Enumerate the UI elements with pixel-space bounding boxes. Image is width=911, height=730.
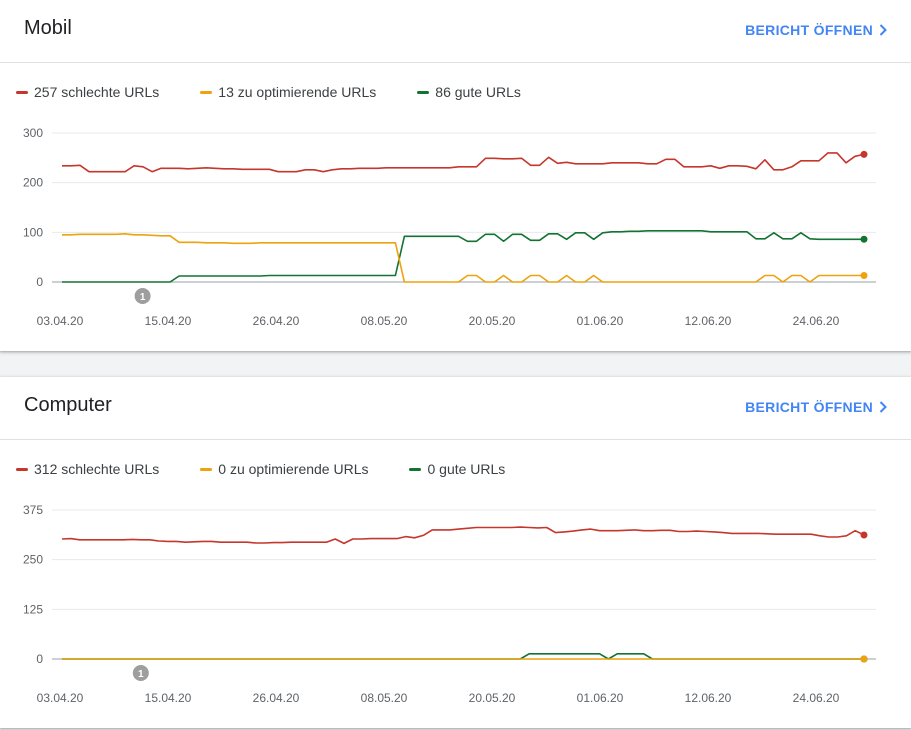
x-tick-label: 24.06.20: [793, 314, 840, 328]
x-tick-label: 20.05.20: [469, 691, 516, 705]
x-tick-label: 08.05.20: [361, 314, 408, 328]
x-tick-label: 12.06.20: [685, 314, 732, 328]
computer-card: Computer BERICHT ÖFFNEN 312 schlechte UR…: [0, 377, 911, 728]
legend-bad-label: 257 schlechte URLs: [34, 84, 160, 100]
legend-good-label: 0 gute URLs: [427, 461, 506, 477]
y-tick-label: 125: [23, 602, 43, 616]
x-tick-label: 24.06.20: [793, 691, 840, 705]
chevron-right-icon: [879, 401, 887, 413]
legend-good-label: 86 gute URLs: [435, 84, 521, 100]
mobile-card: Mobil BERICHT ÖFFNEN 257 schlechte URLs …: [0, 0, 911, 351]
x-tick-label: 03.04.20: [37, 691, 84, 705]
y-tick-label: 200: [23, 176, 43, 190]
y-tick-label: 300: [23, 126, 43, 140]
series-endpoint-bad[interactable]: [860, 531, 868, 539]
legend-needs-improvement-urls[interactable]: 0 zu optimierende URLs: [200, 461, 368, 477]
mobile-card-title: Mobil: [24, 17, 72, 39]
x-tick-label: 15.04.20: [145, 314, 192, 328]
y-tick-label: 100: [23, 225, 43, 239]
series-line-good[interactable]: [62, 230, 864, 283]
annotation-marker[interactable]: [134, 288, 151, 304]
x-tick-label: 01.06.20: [577, 314, 624, 328]
series-line-needs[interactable]: [62, 233, 864, 283]
y-tick-label: 375: [23, 503, 43, 517]
y-tick-label: 0: [36, 652, 43, 666]
annotation-label: 1: [138, 669, 144, 680]
computer-legend: 312 schlechte URLs 0 zu optimierende URL…: [16, 461, 546, 477]
x-tick-label: 01.06.20: [577, 691, 624, 705]
x-tick-label: 26.04.20: [253, 691, 300, 705]
legend-needs-label: 13 zu optimierende URLs: [218, 84, 377, 100]
computer-card-header: Computer BERICHT ÖFFNEN: [0, 377, 911, 440]
y-tick-label: 0: [36, 275, 43, 289]
annotation-marker[interactable]: [132, 665, 149, 681]
series-line-bad[interactable]: [61, 526, 865, 545]
legend-needs-improvement-urls[interactable]: 13 zu optimierende URLs: [200, 84, 376, 100]
x-tick-label: 08.05.20: [361, 691, 408, 705]
computer-open-report-link[interactable]: BERICHT ÖFFNEN: [745, 399, 887, 415]
series-endpoint-needs[interactable]: [860, 655, 868, 663]
y-tick-label: 250: [23, 553, 43, 567]
chevron-right-icon: [879, 24, 887, 36]
x-tick-label: 12.06.20: [685, 691, 732, 705]
legend-good-swatch: [409, 467, 422, 471]
legend-bad-swatch: [16, 90, 28, 94]
computer-open-report-label: BERICHT ÖFFNEN: [745, 399, 873, 415]
mobile-open-report-link[interactable]: BERICHT ÖFFNEN: [745, 22, 887, 38]
legend-bad-urls[interactable]: 257 schlechte URLs: [16, 84, 159, 100]
x-tick-label: 20.05.20: [469, 314, 516, 328]
mobile-open-report-label: BERICHT ÖFFNEN: [745, 22, 873, 38]
x-tick-label: 15.04.20: [145, 691, 192, 705]
legend-bad-urls[interactable]: 312 schlechte URLs: [16, 461, 159, 477]
x-tick-label: 03.04.20: [37, 314, 84, 328]
mobile-chart[interactable]: 300 200 100 0 03.04.20 15.04.20 26.04.20 08.05.…: [0, 112, 911, 337]
x-tick-label: 26.04.20: [253, 314, 300, 328]
legend-needs-swatch: [200, 90, 213, 94]
computer-chart[interactable]: 375 250 125 0 03.04.20 15.04.20 26.04.20 08.05.…: [0, 489, 911, 714]
series-endpoint-good[interactable]: [860, 235, 868, 243]
mobile-legend: 257 schlechte URLs 13 zu optimierende UR…: [16, 84, 562, 100]
series-line-bad[interactable]: [62, 152, 865, 173]
series-endpoint-needs[interactable]: [860, 272, 868, 280]
legend-needs-swatch: [200, 467, 213, 471]
legend-good-urls[interactable]: 86 gute URLs: [417, 84, 521, 100]
legend-bad-label: 312 schlechte URLs: [34, 461, 160, 477]
mobile-card-header: Mobil BERICHT ÖFFNEN: [0, 0, 911, 63]
legend-needs-label: 0 zu optimierende URLs: [218, 461, 369, 477]
legend-good-swatch: [417, 90, 430, 94]
legend-good-urls[interactable]: 0 gute URLs: [409, 461, 505, 477]
legend-bad-swatch: [16, 467, 28, 471]
annotation-label: 1: [140, 292, 146, 303]
series-endpoint-bad[interactable]: [860, 150, 868, 158]
computer-card-title: Computer: [24, 394, 112, 416]
